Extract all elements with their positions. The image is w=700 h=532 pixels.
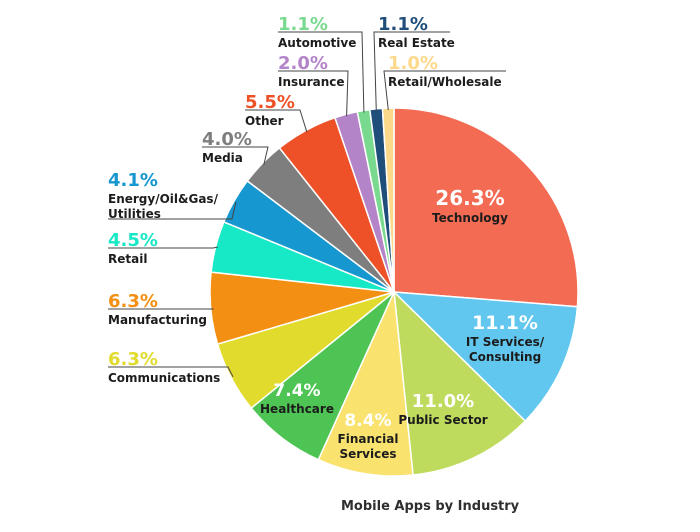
leader-line-real-estate xyxy=(373,31,450,111)
slice-label-technology: Technology xyxy=(432,211,508,225)
slice-value-other: 5.5% xyxy=(245,92,295,113)
slice-label-automotive: Automotive xyxy=(278,36,356,50)
pie-slice-financial-services xyxy=(317,289,414,477)
slice-label-media: Media xyxy=(202,151,243,165)
slice-value-automotive: 1.1% xyxy=(278,14,328,35)
slice-label-other: Other xyxy=(245,114,284,128)
leader-line-retail-wholesale xyxy=(383,70,506,111)
leader-line-energy-oil-gas-utilities xyxy=(108,201,237,220)
pie-slices xyxy=(209,107,579,477)
leader-line-manufacturing xyxy=(108,308,214,310)
slice-value-healthcare: 7.4% xyxy=(273,381,320,401)
slice-value-financial-services: 8.4% xyxy=(344,411,391,431)
slice-value-manufacturing: 6.3% xyxy=(108,291,158,312)
slice-value-retail: 4.5% xyxy=(108,230,158,251)
slice-label-it-services-consulting: IT Services/Consulting xyxy=(466,335,545,364)
slice-value-communications: 6.3% xyxy=(108,349,158,370)
slice-label-healthcare: Healthcare xyxy=(260,402,334,416)
slice-value-insurance: 2.0% xyxy=(278,53,328,74)
leader-line-communications xyxy=(108,366,234,378)
leader-line-other xyxy=(245,109,308,133)
slice-label-retail-wholesale: Retail/Wholesale xyxy=(388,75,502,89)
slice-labels: 26.3%Technology 11.1%IT Services/Consulti… xyxy=(108,14,545,461)
chart-caption: Mobile Apps by Industry xyxy=(341,499,520,514)
leader-line-media xyxy=(202,146,269,165)
slice-value-real-estate: 1.1% xyxy=(378,14,428,35)
slice-label-manufacturing: Manufacturing xyxy=(108,313,207,327)
slice-value-energy-oil-gas-utilities: 4.1% xyxy=(108,170,158,191)
slice-label-retail: Retail xyxy=(108,252,147,266)
slice-value-it-services-consulting: 11.1% xyxy=(472,312,538,334)
pie-slice-public-sector xyxy=(393,290,527,476)
slice-label-real-estate: Real Estate xyxy=(378,36,455,50)
leader-line-insurance xyxy=(278,70,349,117)
leader-line-retail xyxy=(108,246,218,249)
slice-value-public-sector: 11.0% xyxy=(412,391,474,412)
pie-slice-it-services-consulting xyxy=(392,291,579,423)
slice-value-retail-wholesale: 1.0% xyxy=(388,53,438,74)
slice-label-financial-services: Financial Services xyxy=(338,432,399,461)
slice-label-insurance: Insurance xyxy=(278,75,345,89)
slice-value-technology: 26.3% xyxy=(435,186,504,210)
slice-label-energy-oil-gas-utilities: Energy/Oil&Gas/Utilities xyxy=(108,192,219,221)
slice-label-public-sector: Public Sector xyxy=(398,413,487,427)
pie-slice-technology xyxy=(393,107,579,308)
slice-label-communications: Communications xyxy=(108,371,220,385)
leader-lines xyxy=(108,31,506,378)
slice-value-media: 4.0% xyxy=(202,129,252,150)
leader-line-automotive xyxy=(278,31,365,113)
